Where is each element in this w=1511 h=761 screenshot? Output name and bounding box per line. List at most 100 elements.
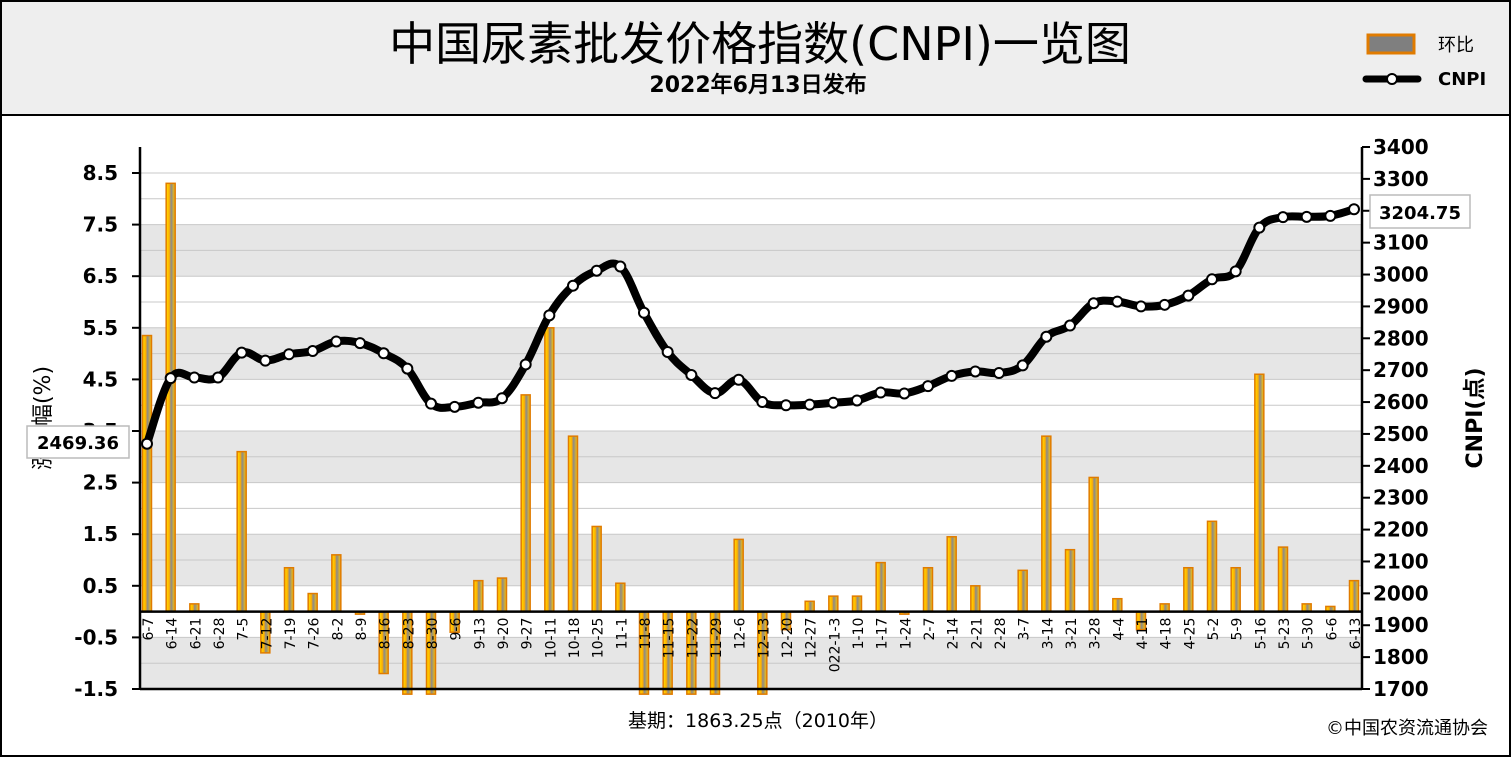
last-value-callout: 3204.75 [1369,194,1471,229]
right-tick-label: 2300 [1373,486,1429,510]
first-value-callout: 2469.36 [26,425,130,459]
cnpi-point-9-20 [496,392,508,405]
left-tick-label: 7.5 [83,213,118,237]
x-tick-label: 6-13 [1348,618,1364,650]
x-tick-label: 3-28 [1088,618,1104,650]
x-tick-label: 11-8 [638,618,654,650]
x-tick-label: 2-28 [993,618,1009,650]
legend: 环比 CNPI [1362,33,1486,90]
x-axis-ticks: 6-7 6-14 6-21 6-28 7-5 7-12 7-19 7-26 8-2 8-9 8-16… [141,618,1364,673]
x-tick-label: 12-20 [780,618,796,659]
cnpi-point-12-13 [756,396,769,409]
right-tick-label: 2800 [1373,326,1429,350]
bar-4-4 [1112,597,1123,613]
x-tick-label: 12-27 [804,618,820,659]
right-tick-label: 2500 [1373,422,1429,446]
legend-line-marker [1386,73,1398,85]
right-tick-label: 2900 [1373,294,1429,318]
right-tick-label: 2200 [1373,518,1429,542]
bar-12-27 [804,600,815,613]
bar-9-20 [496,577,508,613]
line-series [141,203,1360,450]
right-tick-label: 1800 [1373,645,1429,669]
bar-022-1-3 [828,595,839,613]
bar-8-2 [331,554,342,613]
cnpi-point-2-28 [993,367,1005,380]
cnpi-point-11-22 [685,368,698,381]
cnpi-point-8-9 [354,337,366,350]
cnpi-point-1-17 [874,386,887,399]
x-tick-label: 11-22 [685,618,701,659]
cnpi-point-3-14 [1040,330,1053,343]
cnpi-point-6-13 [1348,203,1360,216]
cnpi-point-2-21 [969,365,982,378]
x-tick-label: 4-4 [1111,618,1127,641]
left-tick-label: 4.5 [83,367,118,391]
bar-3-7 [1017,569,1028,613]
right-axis-ticks: 3400330032003100300029002800270026002500… [1362,135,1429,701]
x-tick-label: 3-14 [1040,618,1056,650]
left-tick-label: 8.5 [83,161,118,185]
cnpi-point-7-26 [306,345,319,358]
chart-title: 中国尿素批发价格指数(CNPI)一览图 [389,17,1131,71]
x-tick-label: 9-20 [496,618,512,650]
left-tick-label: 5.5 [83,316,118,340]
base-period-note: 基期：1863.25点（2010年） [628,710,888,732]
bar-10-11 [544,327,555,613]
x-tick-label: 6-21 [188,618,204,650]
x-tick-label: 11-29 [709,618,725,659]
x-tick-label: 1-24 [898,618,914,650]
x-tick-label: 022-1-3 [827,618,843,673]
right-tick-label: 3100 [1373,231,1429,255]
x-tick-label: 7-12 [259,618,275,650]
right-axis-label: CNPI(点) [1462,368,1488,469]
x-tick-label: 12-6 [733,618,749,650]
cnpi-point-3-7 [1016,359,1029,372]
bar-7-5 [236,450,247,613]
left-tick-label: 1.5 [83,522,118,546]
x-tick-label: 1-17 [875,618,891,650]
header-band [0,0,1511,116]
bar-5-16 [1254,373,1265,613]
cnpi-point-10-11 [543,309,556,322]
x-tick-label: 12-13 [756,618,772,659]
cnpi-point-6-6 [1324,209,1337,222]
legend-line-label: CNPI [1438,69,1486,90]
x-tick-label: 10-11 [543,618,559,659]
x-tick-label: 4-18 [1159,618,1175,650]
x-tick-label: 8-23 [401,618,417,650]
bar-7-26 [307,592,318,613]
plot-background [140,147,1362,689]
right-tick-label: 3000 [1373,263,1429,287]
x-tick-label: 4-25 [1182,618,1198,650]
cnpi-point-8-2 [330,335,343,348]
right-tick-label: 2400 [1373,454,1429,478]
cnpi-point-11-29 [709,387,721,400]
copyright-note: ©中国农资流通协会 [1326,718,1488,739]
x-tick-label: 10-18 [567,618,583,659]
right-tick-label: 3300 [1373,167,1429,191]
bar-6-14 [165,182,176,613]
cnpi-point-3-21 [1064,319,1076,332]
cnpi-point-5-9 [1229,265,1242,278]
cnpi-point-1-10 [851,394,863,407]
x-tick-label: 7-26 [307,618,323,650]
cnpi-point-6-21 [188,371,201,384]
bar-5-2 [1206,520,1218,613]
bar-12-6 [733,538,744,613]
x-tick-label: 5-16 [1253,618,1269,650]
cnpi-point-10-25 [590,264,603,277]
left-tick-label: 6.5 [83,264,118,288]
cnpi-point-5-30 [1300,210,1313,223]
right-tick-label: 2000 [1373,581,1429,605]
x-tick-label: 5-30 [1301,618,1317,650]
cnpi-point-1-24 [898,387,911,400]
left-tick-label: -1.5 [74,677,118,701]
cnpi-point-11-15 [661,346,674,359]
bar-4-25 [1183,566,1194,613]
cnpi-point-6-28 [212,371,224,384]
x-tick-label: 8-30 [425,618,441,650]
x-tick-label: 7-19 [283,618,299,650]
